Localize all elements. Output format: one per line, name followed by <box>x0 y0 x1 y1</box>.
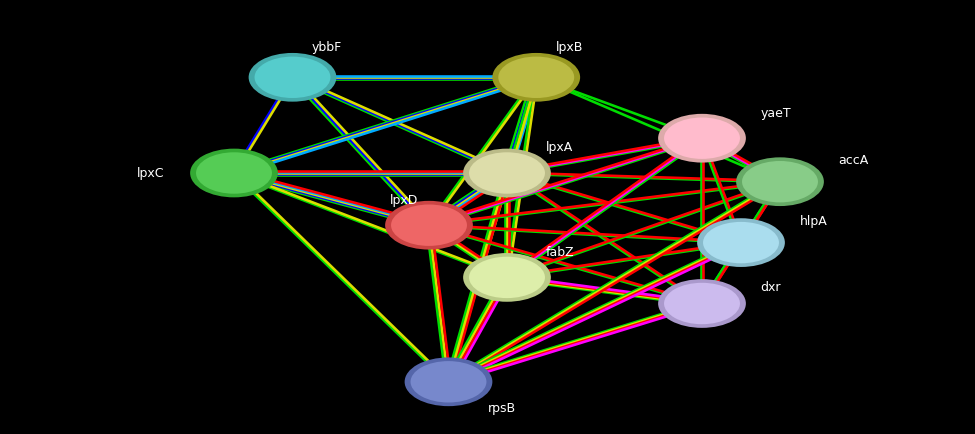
Ellipse shape <box>463 253 551 302</box>
Ellipse shape <box>468 256 546 299</box>
Text: accA: accA <box>838 154 869 167</box>
Ellipse shape <box>697 219 785 267</box>
Ellipse shape <box>463 149 551 198</box>
Ellipse shape <box>410 360 488 404</box>
Text: ybbF: ybbF <box>312 41 342 54</box>
Ellipse shape <box>195 152 273 195</box>
Text: hlpA: hlpA <box>800 215 827 228</box>
Text: lpxA: lpxA <box>546 141 573 154</box>
Ellipse shape <box>497 56 575 100</box>
Ellipse shape <box>663 282 741 326</box>
Ellipse shape <box>468 152 546 195</box>
Ellipse shape <box>405 358 492 406</box>
Text: lpxB: lpxB <box>556 41 583 54</box>
Text: dxr: dxr <box>760 280 781 293</box>
Ellipse shape <box>254 56 332 100</box>
Ellipse shape <box>702 221 780 265</box>
Ellipse shape <box>492 54 580 102</box>
Ellipse shape <box>741 161 819 204</box>
Ellipse shape <box>736 158 824 207</box>
Text: yaeT: yaeT <box>760 106 791 119</box>
Text: rpsB: rpsB <box>488 401 516 414</box>
Ellipse shape <box>390 204 468 247</box>
Ellipse shape <box>249 54 336 102</box>
Ellipse shape <box>663 117 741 161</box>
Ellipse shape <box>385 201 473 250</box>
Text: lpxC: lpxC <box>136 167 164 180</box>
Ellipse shape <box>658 279 746 328</box>
Text: lpxD: lpxD <box>390 193 418 206</box>
Text: fabZ: fabZ <box>546 245 574 258</box>
Ellipse shape <box>658 115 746 163</box>
Ellipse shape <box>190 149 278 198</box>
